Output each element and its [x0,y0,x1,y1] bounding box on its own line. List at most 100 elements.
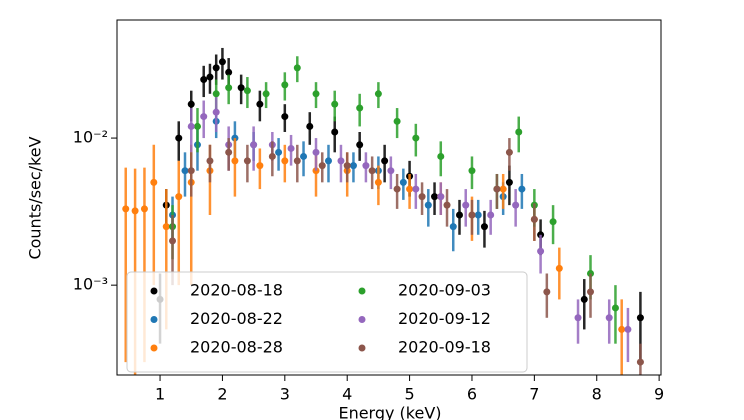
x-tick-label: 2 [217,385,227,404]
point [324,157,332,165]
point [611,304,619,312]
legend-label: 2020-08-28 [190,338,283,357]
point [587,288,595,296]
point [212,90,220,98]
point [225,148,233,156]
point [555,264,563,272]
plot-frame [116,19,662,376]
point [200,76,208,84]
point [293,157,301,165]
point [487,211,495,219]
point [312,148,320,156]
point [250,141,258,149]
point [262,90,270,98]
y-tick-label: 10⁻³ [73,275,108,294]
point [231,157,239,165]
point [275,148,283,156]
point [493,185,501,193]
point [343,162,351,170]
point [468,211,476,219]
point [624,325,632,333]
point [399,178,407,186]
point [318,162,326,170]
x-tick-label: 8 [592,385,602,404]
legend-marker [150,344,158,352]
point [530,215,538,223]
point [200,113,208,121]
y-tick-label: 10⁻² [73,128,108,147]
point [293,64,301,72]
point [187,167,195,175]
x-tick-label: 3 [280,385,290,404]
point [368,167,376,175]
point [381,157,389,165]
point [243,87,251,95]
point [175,134,183,142]
point [636,314,644,322]
point [212,108,220,116]
point [356,104,364,112]
point [256,162,264,170]
point [362,162,370,170]
point [574,314,582,322]
point [212,64,220,72]
point [225,68,233,76]
legend-marker [358,287,366,295]
point [512,201,520,209]
point [549,218,557,226]
legend-marker [358,316,366,323]
point [169,237,177,245]
plot-area [122,47,644,375]
point [443,201,451,209]
point [140,205,148,213]
point [374,90,382,98]
point [331,100,339,108]
legend-label: 2020-09-18 [398,338,491,357]
point [412,134,420,142]
legend-label: 2020-09-03 [398,281,491,300]
point [505,178,513,186]
point [480,223,488,231]
point [162,223,170,231]
point [537,247,545,255]
point [393,185,401,193]
x-axis-label: Energy (keV) [338,404,441,420]
point [193,122,201,130]
point [543,288,551,296]
point [515,128,523,136]
point [406,185,414,193]
point [349,162,357,170]
point [387,167,395,175]
point [468,167,476,175]
point [206,157,214,165]
legend-frame [126,271,528,373]
point [449,223,457,231]
point [300,152,308,160]
point [337,157,345,165]
point [237,84,245,92]
point [331,128,339,136]
point [618,325,626,333]
legend-label: 2020-09-12 [398,309,491,328]
point [218,58,226,66]
legend-marker [150,287,158,295]
point [499,185,507,193]
legend: 2020-08-18 2020-08-22 2020-08-28 2020-09-03… [126,271,528,373]
point [474,211,482,219]
point [505,148,513,156]
point [131,207,139,215]
x-tick-label: 4 [342,385,352,404]
point [187,100,195,108]
x-tick-label: 5 [404,385,414,404]
x-tick-label: 6 [467,385,477,404]
point [287,144,295,152]
point [605,314,613,322]
point [122,205,130,213]
point [424,201,432,209]
point [455,211,463,219]
point [243,157,251,165]
point [412,185,420,193]
legend-marker [358,344,366,352]
y-axis-label: Counts/sec/keV [26,136,45,259]
